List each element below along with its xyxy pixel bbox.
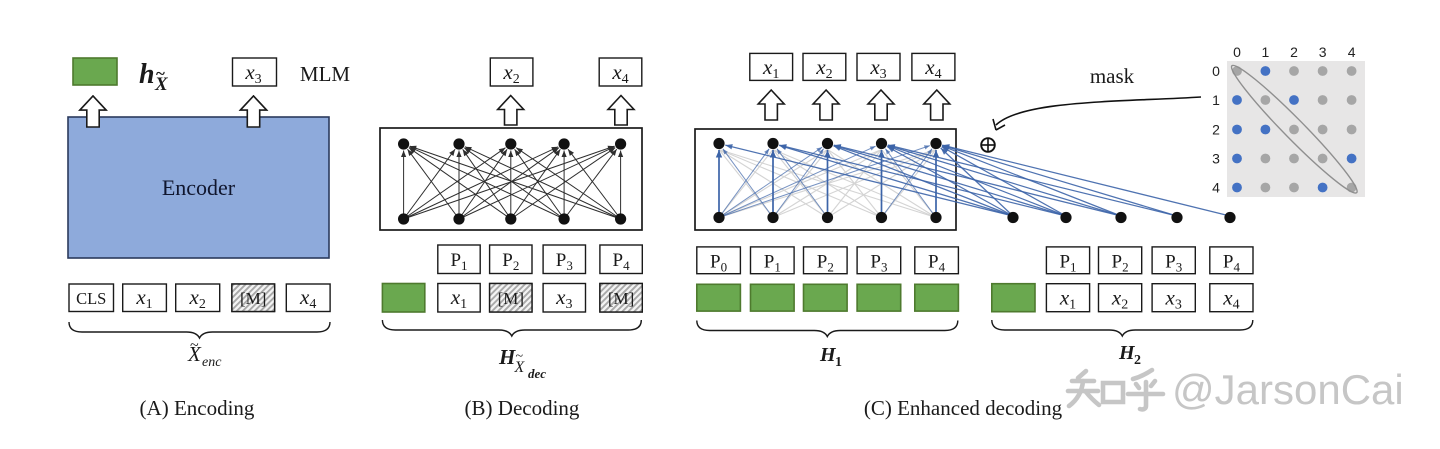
svg-text:2: 2 <box>1134 353 1141 368</box>
svg-text:~: ~ <box>190 337 199 354</box>
svg-text:2: 2 <box>1212 122 1220 138</box>
svg-text:@JarsonCai: @JarsonCai <box>1172 366 1404 413</box>
svg-text:3: 3 <box>1319 44 1327 60</box>
svg-text:3: 3 <box>1212 151 1220 167</box>
svg-text:4: 4 <box>1212 180 1220 196</box>
svg-text:(A) Encoding: (A) Encoding <box>140 396 255 420</box>
svg-text:[M]: [M] <box>240 289 266 308</box>
svg-text:[M]: [M] <box>498 289 524 308</box>
svg-text:0: 0 <box>1233 44 1241 60</box>
svg-text:1: 1 <box>1262 44 1270 60</box>
svg-text:X: X <box>514 359 526 376</box>
svg-text:h: h <box>139 59 155 90</box>
svg-text:Encoder: Encoder <box>162 175 236 200</box>
svg-text:2: 2 <box>1290 44 1298 60</box>
svg-text:~: ~ <box>156 64 165 83</box>
svg-text:H: H <box>1118 342 1136 364</box>
svg-text:1: 1 <box>1212 92 1220 108</box>
svg-text:(B) Decoding: (B) Decoding <box>465 396 580 420</box>
svg-text:H: H <box>498 345 516 369</box>
svg-text:enc: enc <box>202 355 222 370</box>
svg-text:dec: dec <box>528 366 546 381</box>
svg-text:CLS: CLS <box>76 289 106 308</box>
svg-text:X: X <box>154 74 169 95</box>
svg-text:~: ~ <box>516 349 524 364</box>
svg-text:mask: mask <box>1090 64 1135 88</box>
svg-text:X: X <box>187 342 202 366</box>
svg-text:MLM: MLM <box>300 62 351 86</box>
svg-text:4: 4 <box>1348 44 1356 60</box>
svg-text:1: 1 <box>835 355 842 370</box>
svg-text:[M]: [M] <box>608 289 634 308</box>
svg-text:H: H <box>819 344 837 366</box>
svg-text:0: 0 <box>1212 63 1220 79</box>
svg-text:(C) Enhanced decoding: (C) Enhanced decoding <box>864 396 1063 420</box>
